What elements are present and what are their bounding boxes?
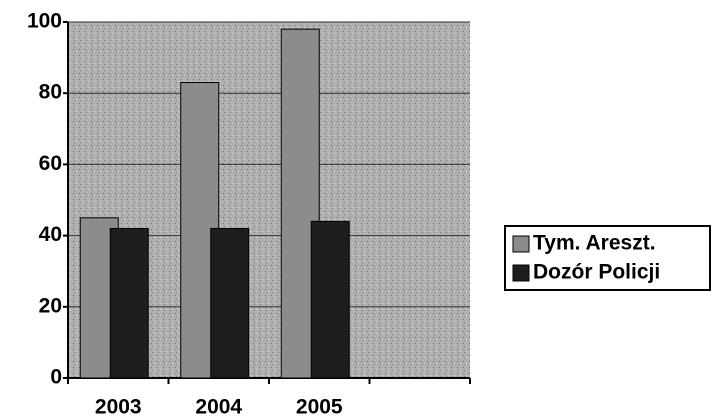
x-tick-label: 2005 <box>296 396 343 418</box>
y-tick-label: 40 <box>39 223 62 246</box>
y-tick-label: 0 <box>50 366 62 389</box>
legend-label: Tym. Areszt. <box>533 232 656 255</box>
bar <box>210 227 250 379</box>
x-tick-label: 2004 <box>195 396 242 418</box>
legend-swatch <box>512 264 530 282</box>
x-tick-label: 2003 <box>95 396 142 418</box>
bar <box>310 220 350 379</box>
y-tick-label: 60 <box>39 152 62 175</box>
y-tick-label: 80 <box>39 81 62 104</box>
y-tick-label: 100 <box>27 10 62 33</box>
legend <box>504 225 711 291</box>
y-tick-label: 20 <box>39 294 62 317</box>
legend-swatch <box>512 235 530 253</box>
legend-label: Dozór Policji <box>533 261 660 284</box>
bar <box>109 227 149 379</box>
